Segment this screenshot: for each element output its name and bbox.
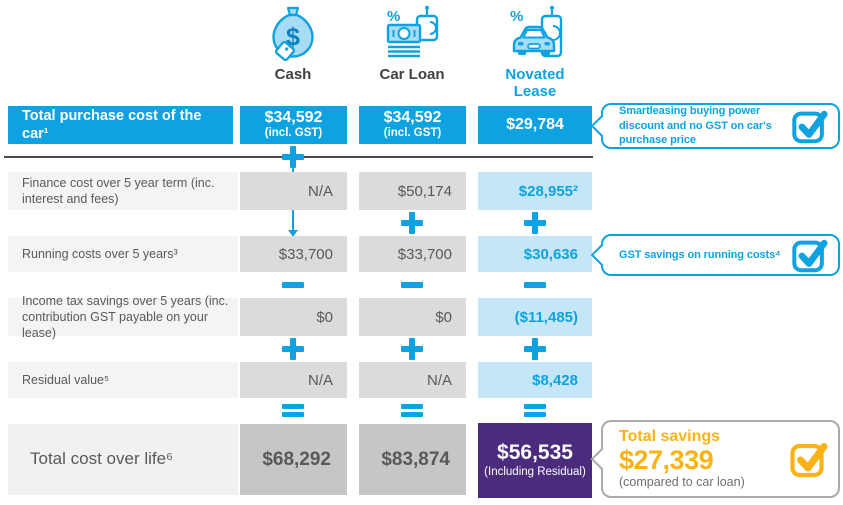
row-label-running-costs: Running costs over 5 years³ (8, 236, 238, 272)
svg-text:%: % (387, 8, 400, 25)
banknote-price-tag-icon: % (386, 5, 439, 58)
purchase-cost-loan-cell: $34,592 (incl. GST) (359, 106, 466, 144)
running-cash-cell: $33,700 (240, 236, 347, 272)
callout-text: GST savings on running costs⁴ (619, 248, 781, 261)
plus-icon (522, 336, 548, 362)
finance-cash-cell: N/A (240, 172, 347, 210)
purchase-cost-cash-cell: $34,592 (incl. GST) (240, 106, 347, 144)
finance-loan-cell: $50,174 (359, 172, 466, 210)
plus-icon (399, 336, 425, 362)
checkbox-tick-icon (790, 443, 828, 478)
tax-novated-cell: ($11,485) (478, 298, 592, 336)
running-novated-cell: $30,636 (478, 236, 592, 272)
svg-text:%: % (510, 8, 523, 25)
residual-novated-cell: $8,428 (478, 362, 592, 398)
equals-icon (399, 397, 425, 423)
residual-loan-cell: N/A (359, 362, 466, 398)
row-label-finance-cost: Finance cost over 5 year term (inc. inte… (8, 172, 238, 210)
column-header-car-loan: Car Loan (379, 66, 445, 83)
minus-icon (399, 272, 425, 298)
car-price-tag-icon: % (510, 5, 563, 58)
callout-text: Smartleasing buying power discount and n… (619, 104, 772, 147)
column-header-novated-lease: Novated Lease (505, 66, 565, 101)
total-cash-cell: $68,292 (240, 424, 347, 495)
cell-subtext: (incl. GST) (383, 126, 442, 139)
equals-icon (280, 397, 306, 423)
total-novated-cell: $56,535 (Including Residual) (478, 423, 592, 498)
callout-buying-power: Smartleasing buying power discount and n… (590, 103, 840, 149)
checkbox-tick-icon (792, 239, 828, 273)
checkbox-tick-icon (792, 110, 828, 144)
plus-icon (280, 336, 306, 362)
plus-icon (280, 144, 306, 170)
finance-novated-cell: $28,955² (478, 172, 592, 210)
minus-icon (280, 272, 306, 298)
column-header-cash: Cash (274, 66, 312, 83)
arrow-down-icon (288, 230, 298, 237)
row-label-income-tax-savings: Income tax savings over 5 years (inc. co… (8, 294, 238, 340)
minus-icon (522, 272, 548, 298)
row-label-total-cost: Total cost over life⁶ (8, 424, 238, 495)
money-bag-icon: $ (272, 6, 314, 62)
callout-total-savings: Total savings $27,339 (compared to car l… (590, 420, 840, 498)
cell-value: $56,535 (497, 440, 573, 464)
row-label-residual-value: Residual value⁵ (8, 362, 238, 398)
tax-cash-cell: $0 (240, 298, 347, 336)
running-loan-cell: $33,700 (359, 236, 466, 272)
cell-value: $34,592 (383, 109, 442, 127)
plus-icon (522, 210, 548, 236)
plus-icon (399, 210, 425, 236)
cell-value: $29,784 (506, 116, 564, 134)
tax-loan-cell: $0 (359, 298, 466, 336)
cell-subtext: (incl. GST) (264, 126, 323, 139)
cell-value: $34,592 (264, 109, 323, 127)
callout-gst-savings: GST savings on running costs⁴ (590, 234, 840, 276)
svg-text:$: $ (286, 23, 300, 51)
total-savings-note: (compared to car loan) (619, 475, 745, 489)
row-label-purchase-cost: Total purchase cost of the car¹ (8, 106, 233, 144)
total-savings-title: Total savings (619, 427, 721, 445)
total-loan-cell: $83,874 (359, 424, 466, 495)
equals-icon (522, 397, 548, 423)
residual-cash-cell: N/A (240, 362, 347, 398)
purchase-cost-novated-cell: $29,784 (478, 106, 592, 144)
cell-subtext: (Including Residual) (484, 466, 586, 479)
total-savings-amount: $27,339 (619, 444, 714, 475)
